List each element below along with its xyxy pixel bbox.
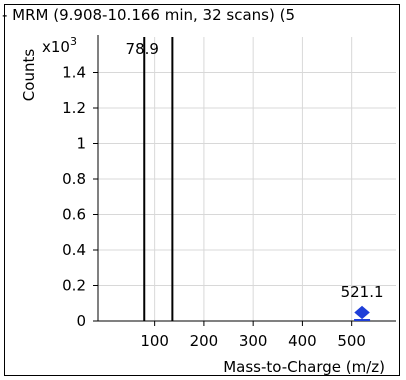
chart-title: - MRM (9.908-10.166 min, 32 scans) (5 xyxy=(2,6,295,24)
x-tick-label: 100 xyxy=(140,332,169,350)
y-tick-label: 0 xyxy=(76,312,86,330)
peak-label: 78.9 xyxy=(126,40,159,58)
y-tick-label: 0.2 xyxy=(62,277,86,295)
x-tick-label: 200 xyxy=(190,332,219,350)
y-axis-label: Counts xyxy=(20,49,38,102)
y-tick-label: 1.4 xyxy=(62,64,86,82)
chart-frame xyxy=(4,4,400,376)
y-tick-label: 0.4 xyxy=(62,241,86,259)
x-tick-label: 400 xyxy=(288,332,317,350)
y-tick-label: 1 xyxy=(76,135,86,153)
marker-label: 521.1 xyxy=(341,283,384,301)
y-multiplier-label: x103 xyxy=(42,35,77,56)
x-tick-label: 300 xyxy=(239,332,268,350)
y-tick-label: 0.6 xyxy=(62,206,86,224)
y-tick-label: 0.8 xyxy=(62,170,86,188)
x-axis-label: Mass-to-Charge (m/z) xyxy=(223,358,385,376)
y-tick-label: 1.2 xyxy=(62,99,86,117)
x-tick-label: 500 xyxy=(337,332,366,350)
peak-marker xyxy=(354,305,370,320)
